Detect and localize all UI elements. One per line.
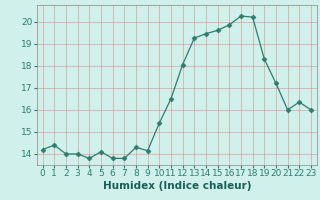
X-axis label: Humidex (Indice chaleur): Humidex (Indice chaleur) xyxy=(102,181,251,191)
